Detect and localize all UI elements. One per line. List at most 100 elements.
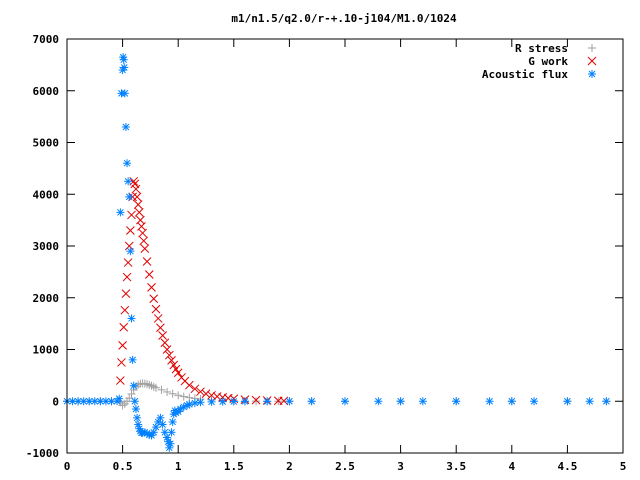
data-point <box>120 63 129 72</box>
data-point <box>184 380 194 390</box>
data-point <box>115 394 124 403</box>
data-point <box>168 417 177 426</box>
data-point <box>127 314 136 323</box>
plot-frame <box>66 38 624 454</box>
y-tick-label: 7000 <box>33 33 60 46</box>
data-point <box>190 399 199 408</box>
x-tick-label: 5 <box>620 460 627 473</box>
data-point <box>585 397 594 406</box>
data-point <box>129 381 138 390</box>
data-point <box>74 397 83 406</box>
data-point <box>169 360 179 370</box>
y-tick-label: 0 <box>52 395 59 408</box>
data-point <box>251 395 261 405</box>
data-point <box>125 192 134 201</box>
x-tick-label: 2 <box>286 460 293 473</box>
data-point <box>118 341 127 350</box>
data-point <box>156 323 165 333</box>
data-point <box>173 368 183 378</box>
data-point <box>151 304 161 314</box>
data-point <box>207 390 216 400</box>
data-point <box>128 355 137 364</box>
data-point <box>122 272 132 282</box>
data-point <box>151 383 160 392</box>
y-tick-label: 5000 <box>33 137 60 150</box>
x-tick-label: 2.5 <box>335 460 355 473</box>
data-point <box>127 390 136 399</box>
data-point <box>142 257 152 266</box>
x-tick-label: 0.5 <box>113 460 133 473</box>
data-point <box>185 393 194 402</box>
y-tick-label: 6000 <box>33 85 60 98</box>
data-point <box>341 397 349 406</box>
x-tick-label: 4 <box>508 460 515 473</box>
data-point <box>149 294 159 304</box>
data-point <box>144 270 154 279</box>
data-point <box>127 210 136 220</box>
data-point <box>116 208 125 217</box>
data-point <box>229 397 238 406</box>
data-point <box>120 305 130 315</box>
data-point <box>163 387 172 396</box>
data-point <box>126 247 135 256</box>
data-point <box>418 397 427 406</box>
y-tick-label: 3000 <box>33 240 60 253</box>
data-point <box>174 391 183 400</box>
data-point <box>452 397 461 406</box>
data-point <box>252 397 261 406</box>
y-tick-label: -1000 <box>26 447 59 460</box>
data-point <box>157 385 166 394</box>
data-point <box>158 420 167 429</box>
data-point <box>131 405 140 414</box>
data-point <box>121 122 130 131</box>
data-point <box>121 289 131 298</box>
y-axis: -1000 0 1000 2000 3000 4000 5000 6000 7000 <box>26 33 623 460</box>
data-point <box>196 387 205 397</box>
data-point <box>179 392 188 401</box>
x-tick-label: 3 <box>397 460 404 473</box>
data-point <box>130 179 140 189</box>
data-point <box>207 397 216 406</box>
data-point <box>168 389 177 398</box>
data-point <box>160 338 170 348</box>
legend-label: G work <box>528 55 568 68</box>
legend-label: R stress <box>515 42 568 55</box>
data-point <box>123 258 133 267</box>
data-point <box>139 236 149 246</box>
data-point <box>134 208 144 217</box>
data-point <box>507 397 516 406</box>
data-point <box>138 228 147 238</box>
y-tick-label: 2000 <box>33 292 60 305</box>
data-point <box>164 350 174 360</box>
x-axis: 0 0.5 1 1.5 2 2.5 3 3.5 4 4.5 5 <box>64 39 627 473</box>
data-point <box>147 283 156 292</box>
data-point <box>126 226 135 235</box>
legend-label: Acoustic flux <box>482 68 568 81</box>
data-point <box>218 397 227 406</box>
data-point <box>240 397 249 406</box>
y-tick-label: 1000 <box>33 344 60 357</box>
data-point <box>119 322 129 332</box>
x-tick-label: 1.5 <box>224 460 244 473</box>
data-point <box>285 397 294 406</box>
data-point <box>190 384 200 394</box>
data-point <box>158 331 167 340</box>
data-point <box>263 397 272 406</box>
chart-title: m1/n1.5/q2.0/r-+.10-j104/M1.0/1024 <box>231 12 457 25</box>
series-acoustic-flux <box>63 53 611 452</box>
data-point <box>132 192 142 202</box>
data-point <box>133 200 143 209</box>
data-point <box>185 400 194 409</box>
data-point <box>530 397 539 406</box>
legend-marker <box>588 70 596 78</box>
data-point <box>396 397 405 406</box>
data-point <box>124 241 134 251</box>
data-point <box>116 376 125 385</box>
data-point <box>119 55 128 64</box>
data-point <box>124 177 133 186</box>
legend-marker <box>587 56 597 66</box>
plot-area <box>63 53 611 452</box>
data-point <box>196 398 205 407</box>
